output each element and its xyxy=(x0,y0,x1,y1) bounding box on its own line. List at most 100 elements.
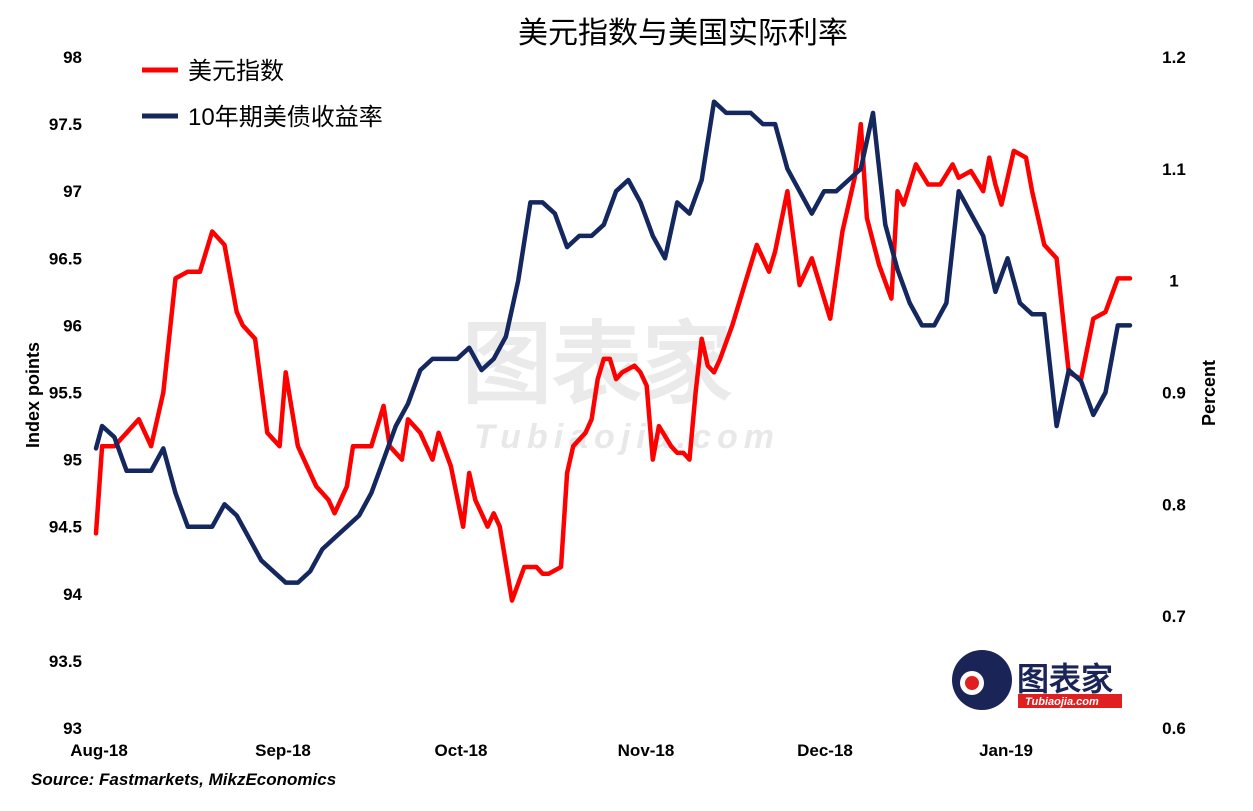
y-tick-right-label: 1 xyxy=(1169,272,1178,291)
data-point xyxy=(401,459,403,461)
series-points-yield xyxy=(95,101,1131,584)
data-point xyxy=(945,302,947,304)
data-point xyxy=(481,512,482,514)
data-point xyxy=(835,190,837,192)
data-point xyxy=(897,190,898,192)
data-point xyxy=(334,512,336,514)
data-point xyxy=(505,336,507,338)
data-point xyxy=(646,385,648,387)
data-point xyxy=(640,371,641,373)
data-point xyxy=(982,235,984,237)
data-point xyxy=(444,358,446,360)
data-point xyxy=(701,338,703,340)
data-point xyxy=(95,447,97,449)
data-point xyxy=(383,405,385,407)
data-point xyxy=(358,515,360,516)
data-point xyxy=(615,190,617,192)
y-tick-left-label: 95.5 xyxy=(49,384,82,403)
data-point xyxy=(187,271,189,273)
data-point xyxy=(603,224,605,226)
data-point xyxy=(591,235,593,237)
data-point xyxy=(101,425,103,427)
data-point xyxy=(823,190,825,192)
x-tick-label: Oct-18 xyxy=(435,741,488,760)
y-tick-left-label: 97 xyxy=(63,182,82,201)
legend-label-yield: 10年期美债收益率 xyxy=(188,104,383,131)
y-tick-left-label: 96 xyxy=(63,316,82,335)
watermark-sub: Tubiaojia.com xyxy=(474,418,780,456)
watermark-main: 图表家 xyxy=(462,315,732,415)
data-point xyxy=(676,201,678,203)
data-point xyxy=(952,163,954,165)
data-point xyxy=(786,168,788,170)
data-point xyxy=(1117,324,1119,326)
y-tick-left-label: 96.5 xyxy=(49,249,82,268)
data-point xyxy=(407,418,409,420)
data-point xyxy=(1056,425,1058,427)
data-point xyxy=(713,101,715,103)
data-point xyxy=(958,190,960,192)
y-tick-left-label: 93 xyxy=(63,719,82,738)
data-point xyxy=(315,485,317,487)
data-point xyxy=(640,201,641,203)
data-point xyxy=(254,338,256,340)
data-point xyxy=(1007,257,1009,259)
data-point xyxy=(860,168,862,170)
data-point xyxy=(432,358,433,360)
data-point xyxy=(1092,318,1094,320)
data-point xyxy=(248,537,250,539)
data-point xyxy=(468,472,470,474)
data-point xyxy=(817,277,819,279)
data-point xyxy=(523,566,525,568)
data-point xyxy=(811,257,813,259)
data-point xyxy=(695,392,697,393)
data-point xyxy=(591,418,593,420)
data-point xyxy=(236,311,238,313)
data-point xyxy=(566,472,568,474)
data-point xyxy=(211,231,213,232)
data-point xyxy=(1117,277,1119,279)
data-point xyxy=(462,526,464,528)
data-point xyxy=(774,251,776,253)
data-point xyxy=(285,582,287,584)
data-point xyxy=(615,378,617,380)
data-point xyxy=(1043,313,1045,315)
y-tick-left-label: 98 xyxy=(63,48,82,67)
data-point xyxy=(138,418,140,420)
data-point xyxy=(260,559,262,561)
data-point xyxy=(536,566,537,568)
data-point xyxy=(1105,311,1106,313)
data-point xyxy=(548,573,550,575)
y-tick-left-label: 95 xyxy=(63,451,82,470)
data-point xyxy=(670,445,672,447)
data-point xyxy=(756,244,758,246)
data-point xyxy=(811,213,813,215)
data-point xyxy=(321,548,323,550)
data-point xyxy=(970,170,972,172)
data-point xyxy=(474,499,476,501)
data-point xyxy=(224,503,225,505)
data-point xyxy=(572,445,574,447)
x-tick-label: Aug-18 xyxy=(70,741,128,760)
data-point xyxy=(432,459,433,461)
data-point xyxy=(364,445,366,447)
data-point xyxy=(285,371,287,373)
data-point xyxy=(370,492,372,494)
data-point xyxy=(1080,380,1082,382)
data-point xyxy=(493,512,495,514)
data-point xyxy=(970,213,972,215)
chart-title: 美元指数与美国实际利率 xyxy=(518,17,848,50)
data-point xyxy=(419,369,421,371)
y-tick-right-label: 1.1 xyxy=(1162,160,1186,179)
data-point xyxy=(682,452,684,454)
data-point xyxy=(664,257,666,259)
data-point xyxy=(303,459,305,461)
logo-sub-bg xyxy=(1018,694,1122,708)
data-point xyxy=(713,371,715,373)
data-point xyxy=(725,112,727,114)
data-point xyxy=(1105,392,1106,393)
y-axis-left-label: Index points xyxy=(23,342,43,448)
data-point xyxy=(328,499,329,501)
data-point xyxy=(266,432,268,434)
data-point xyxy=(511,600,513,601)
